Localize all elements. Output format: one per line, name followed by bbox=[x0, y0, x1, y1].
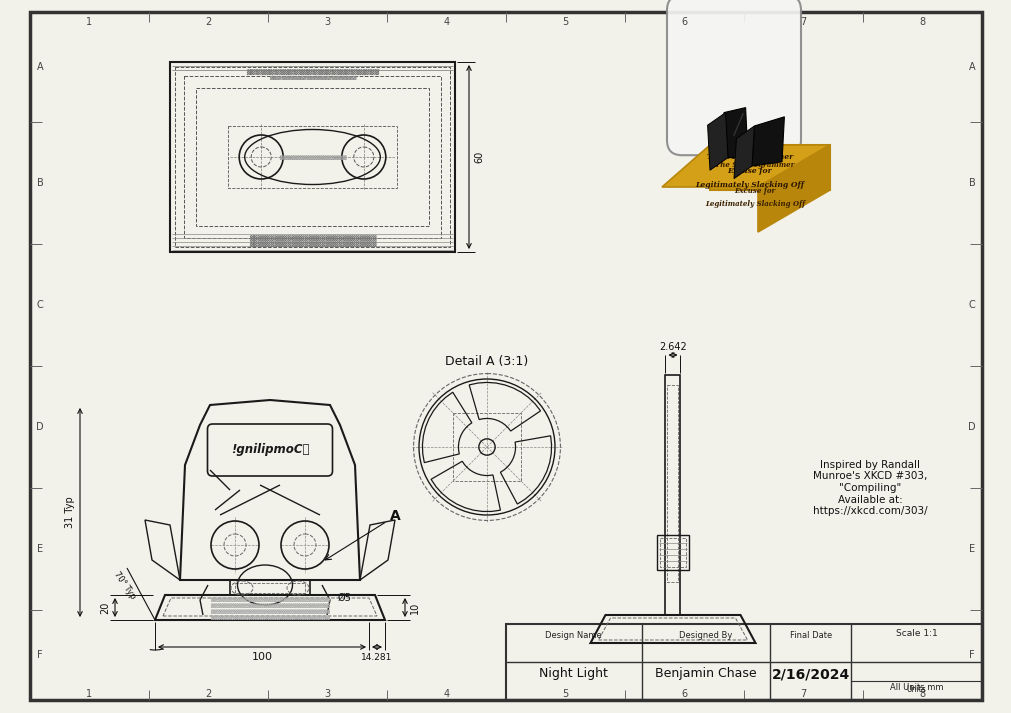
Text: ▓▓▓▓▓▓▓▓▓▓▓▓▓▓▓▓▓▓▓▓▓▓▓▓▓▓▓▓▓▓▓▓: ▓▓▓▓▓▓▓▓▓▓▓▓▓▓▓▓▓▓▓▓▓▓▓▓▓▓▓▓▓▓▓▓ bbox=[210, 602, 330, 607]
Bar bbox=[656, 535, 688, 570]
Text: !gnilipmoCⓒ: !gnilipmoCⓒ bbox=[231, 443, 309, 456]
FancyBboxPatch shape bbox=[666, 0, 801, 155]
Text: ▓▓▓▓▓▓▓▓▓▓▓▓▓▓▓▓▓▓▓▓▓▓▓▓▓▓▓▓: ▓▓▓▓▓▓▓▓▓▓▓▓▓▓▓▓▓▓▓▓▓▓▓▓▓▓▓▓ bbox=[269, 76, 356, 80]
Text: The 91 Programmer: The 91 Programmer bbox=[707, 153, 793, 161]
Bar bbox=[227, 126, 396, 188]
Text: 1: 1 bbox=[86, 17, 92, 27]
Text: ▓▓▓▓▓▓▓▓▓▓▓▓▓▓▓▓▓▓▓▓▓▓▓▓▓▓▓▓▓▓▓▓: ▓▓▓▓▓▓▓▓▓▓▓▓▓▓▓▓▓▓▓▓▓▓▓▓▓▓▓▓▓▓▓▓ bbox=[210, 597, 330, 602]
Text: All Units mm: All Units mm bbox=[889, 682, 942, 692]
Bar bbox=[453, 413, 521, 481]
Text: B: B bbox=[968, 178, 975, 188]
Text: B: B bbox=[36, 178, 43, 188]
Polygon shape bbox=[723, 108, 747, 158]
Text: 100: 100 bbox=[252, 652, 272, 662]
Text: A: A bbox=[326, 509, 400, 560]
Text: Units: Units bbox=[906, 684, 925, 694]
Text: 20: 20 bbox=[100, 601, 110, 614]
Text: 8: 8 bbox=[919, 689, 925, 699]
Text: 70° Typ: 70° Typ bbox=[112, 570, 137, 600]
Text: The 91 Programmer: The 91 Programmer bbox=[715, 161, 794, 169]
Polygon shape bbox=[751, 117, 784, 166]
Bar bbox=[196, 88, 429, 226]
Text: 10: 10 bbox=[409, 601, 420, 614]
Bar bbox=[506, 624, 981, 700]
Polygon shape bbox=[757, 145, 829, 232]
Text: 4: 4 bbox=[443, 689, 449, 699]
Text: Design Name: Design Name bbox=[545, 632, 602, 640]
Bar bbox=[665, 375, 679, 615]
Polygon shape bbox=[733, 126, 753, 178]
Text: ▓▓▓▓▓▓▓▓▓▓▓▓▓▓▓▓▓▓: ▓▓▓▓▓▓▓▓▓▓▓▓▓▓▓▓▓▓ bbox=[278, 155, 346, 160]
Text: ▓▓▓▓▓▓▓▓▓▓▓▓▓▓▓▓▓▓▓▓▓▓▓▓▓▓▓▓: ▓▓▓▓▓▓▓▓▓▓▓▓▓▓▓▓▓▓▓▓▓▓▓▓▓▓▓▓ bbox=[246, 69, 379, 75]
Bar bbox=[659, 538, 685, 567]
Text: D: D bbox=[968, 422, 975, 432]
Text: ▓▓▓▓▓▓▓▓▓▓▓▓▓▓▓▓▓▓▓▓▓▓▓▓▓▓▓▓▓▓: ▓▓▓▓▓▓▓▓▓▓▓▓▓▓▓▓▓▓▓▓▓▓▓▓▓▓▓▓▓▓ bbox=[249, 235, 376, 241]
Text: 7: 7 bbox=[800, 689, 806, 699]
Text: E: E bbox=[36, 544, 43, 554]
Text: 2: 2 bbox=[205, 17, 211, 27]
Text: ▓▓▓▓▓▓▓▓▓▓▓▓▓▓▓▓▓▓▓▓▓▓▓▓▓▓▓▓▓▓▓▓: ▓▓▓▓▓▓▓▓▓▓▓▓▓▓▓▓▓▓▓▓▓▓▓▓▓▓▓▓▓▓▓▓ bbox=[210, 608, 330, 613]
Text: C: C bbox=[36, 300, 43, 310]
Text: Detail A (3:1): Detail A (3:1) bbox=[445, 356, 528, 369]
Text: Excuse for: Excuse for bbox=[734, 187, 774, 195]
Text: Legitimately Slacking Off: Legitimately Slacking Off bbox=[695, 181, 804, 189]
Text: F: F bbox=[37, 650, 42, 660]
Text: 6: 6 bbox=[680, 17, 686, 27]
Text: ▓▓▓▓▓▓▓▓▓▓▓▓▓▓▓▓▓▓▓▓▓▓▓▓▓▓▓▓▓▓: ▓▓▓▓▓▓▓▓▓▓▓▓▓▓▓▓▓▓▓▓▓▓▓▓▓▓▓▓▓▓ bbox=[249, 241, 376, 247]
Text: Benjamin Chase: Benjamin Chase bbox=[654, 667, 756, 680]
Text: Ø5: Ø5 bbox=[338, 593, 352, 603]
Text: Excuse for: Excuse for bbox=[727, 167, 771, 175]
Text: 8: 8 bbox=[919, 17, 925, 27]
Bar bbox=[667, 385, 677, 582]
Text: 5: 5 bbox=[562, 689, 568, 699]
Text: 4: 4 bbox=[443, 17, 449, 27]
Polygon shape bbox=[710, 145, 829, 190]
Bar bbox=[184, 76, 441, 238]
Text: Final Date: Final Date bbox=[789, 632, 831, 640]
Text: Night Light: Night Light bbox=[539, 667, 608, 680]
Text: 6: 6 bbox=[680, 689, 686, 699]
Text: 2/16/2024: 2/16/2024 bbox=[770, 667, 849, 681]
Text: 1: 1 bbox=[86, 689, 92, 699]
Text: 2.642: 2.642 bbox=[658, 342, 686, 352]
Text: 31 Typ: 31 Typ bbox=[65, 497, 75, 528]
Text: E: E bbox=[968, 544, 975, 554]
Bar bbox=[235, 583, 304, 593]
Polygon shape bbox=[707, 113, 727, 170]
Bar bbox=[175, 67, 450, 247]
Text: D: D bbox=[36, 422, 43, 432]
Text: 7: 7 bbox=[800, 17, 806, 27]
Text: ▓▓▓▓▓▓▓▓▓▓▓▓▓▓▓▓▓▓▓▓▓▓▓▓▓▓▓▓▓▓▓▓: ▓▓▓▓▓▓▓▓▓▓▓▓▓▓▓▓▓▓▓▓▓▓▓▓▓▓▓▓▓▓▓▓ bbox=[210, 615, 330, 620]
Bar bbox=[170, 62, 455, 252]
Text: 5: 5 bbox=[562, 17, 568, 27]
Text: 14.281: 14.281 bbox=[361, 652, 392, 662]
Text: 3: 3 bbox=[325, 17, 331, 27]
Polygon shape bbox=[661, 145, 829, 187]
Text: C: C bbox=[968, 300, 975, 310]
Bar bbox=[229, 580, 309, 595]
Text: Legitimately Slacking Off: Legitimately Slacking Off bbox=[705, 200, 805, 208]
Text: 2: 2 bbox=[205, 689, 211, 699]
Text: A: A bbox=[36, 62, 43, 72]
Text: A: A bbox=[968, 62, 975, 72]
Text: 3: 3 bbox=[325, 689, 331, 699]
Text: Scale 1:1: Scale 1:1 bbox=[895, 630, 936, 639]
Text: Designed By: Designed By bbox=[678, 632, 732, 640]
Text: F: F bbox=[969, 650, 974, 660]
Text: Inspired by Randall
Munroe's XKCD #303,
"Compiling"
Available at:
https://xkcd.c: Inspired by Randall Munroe's XKCD #303, … bbox=[812, 460, 926, 516]
Text: 60: 60 bbox=[473, 151, 483, 163]
